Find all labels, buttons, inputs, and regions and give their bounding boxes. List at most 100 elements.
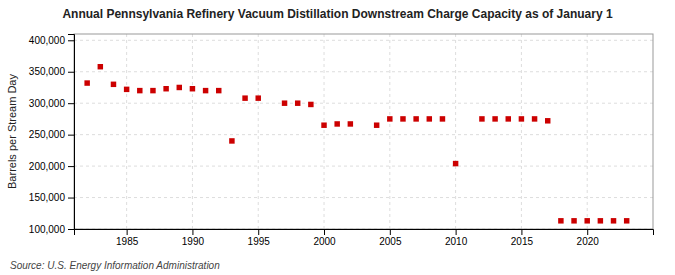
- y-axis-line: [68, 35, 75, 230]
- title: Annual Pennsylvania Refinery Vacuum Dist…: [62, 7, 612, 21]
- point: [374, 122, 379, 127]
- point: [216, 88, 221, 93]
- y-tick-label: 400,000: [29, 35, 66, 46]
- x-tick-label: 1985: [116, 236, 139, 247]
- point: [229, 138, 234, 143]
- plot-frame: [74, 34, 653, 229]
- chart: 19851990199520002005201020152020100,0001…: [0, 0, 675, 275]
- x-tick-label: 2005: [379, 236, 402, 247]
- point: [84, 80, 89, 85]
- y-grid-line: [74, 134, 653, 135]
- points: [84, 64, 629, 224]
- x-tick-label: 2010: [445, 236, 468, 247]
- x-tick-label: 2020: [577, 236, 600, 247]
- point: [308, 102, 313, 107]
- source: Source: U.S. Energy Information Administ…: [10, 260, 220, 271]
- point: [413, 116, 418, 121]
- point: [492, 116, 497, 121]
- y-grid-line: [74, 166, 653, 167]
- point: [427, 116, 432, 121]
- x-grid-line: [258, 34, 259, 229]
- x-tick-mark: [456, 229, 457, 235]
- point: [519, 116, 524, 121]
- point: [203, 88, 208, 93]
- point: [334, 121, 339, 126]
- y-tick: 200,000: [29, 161, 74, 172]
- point: [163, 86, 168, 91]
- point: [506, 116, 511, 121]
- x-grid-line: [521, 34, 522, 229]
- point: [321, 122, 326, 127]
- x-tick: 2020: [577, 229, 600, 247]
- y-tick-label: 200,000: [29, 161, 66, 172]
- point: [177, 85, 182, 90]
- x-grid-line: [192, 34, 193, 229]
- point: [348, 121, 353, 126]
- x-tick-label: 2000: [313, 236, 336, 247]
- point: [479, 116, 484, 121]
- x-tick: 2010: [445, 229, 468, 247]
- point: [255, 95, 260, 100]
- y-tick: 400,000: [29, 35, 74, 46]
- y-tick-mark: [68, 166, 74, 167]
- y-tick-mark: [68, 135, 74, 136]
- point: [400, 116, 405, 121]
- y-tick-mark: [68, 229, 74, 230]
- point: [150, 88, 155, 93]
- y-grid-line: [74, 71, 653, 72]
- y-tick-mark: [68, 72, 74, 73]
- point: [295, 100, 300, 105]
- point: [611, 218, 616, 223]
- x-axis: 1985 1990 1995 2000 2005 2010 2015 2020: [75, 229, 654, 247]
- point: [190, 86, 195, 91]
- x-tick-label: 1995: [248, 236, 271, 247]
- point: [98, 64, 103, 69]
- x-tick-mark: [390, 229, 391, 235]
- y-tick: 350,000: [29, 66, 74, 77]
- x-tick: 2015: [511, 229, 534, 247]
- x-grid-line: [126, 34, 127, 229]
- x-tick-mark: [258, 229, 259, 235]
- x-tick-mark: [521, 229, 522, 235]
- y-grid-line: [74, 197, 653, 198]
- y-grid-line: [74, 40, 653, 41]
- point: [584, 218, 589, 223]
- y-grid-line: [74, 103, 653, 104]
- x-axis-line: [75, 230, 654, 236]
- y-tick-label: 350,000: [29, 66, 66, 77]
- x-tick-label: 1990: [182, 236, 205, 247]
- y-tick-label: 100,000: [29, 224, 66, 235]
- y-tick: 150,000: [29, 192, 74, 203]
- y-tick-label: 150,000: [29, 192, 66, 203]
- y-tick-mark: [68, 198, 74, 199]
- y-tick-label: 250,000: [29, 129, 66, 140]
- x-tick: 2000: [313, 229, 336, 247]
- x-tick-label: 2015: [511, 236, 534, 247]
- y-axis-title: Barrels per Stream Day: [6, 74, 18, 189]
- point: [124, 87, 129, 92]
- point: [571, 218, 576, 223]
- point: [137, 88, 142, 93]
- x-tick: 1985: [116, 229, 139, 247]
- point: [242, 95, 247, 100]
- point: [598, 218, 603, 223]
- x-tick-mark: [192, 229, 193, 235]
- y-tick: 100,000: [29, 224, 74, 235]
- x-grid-line: [587, 34, 588, 229]
- point: [545, 118, 550, 123]
- x-tick: 1990: [182, 229, 205, 247]
- y-axis: 100,000 150,000 200,000 250,000 300,000 350,0…: [29, 35, 75, 235]
- point: [532, 116, 537, 121]
- point: [282, 100, 287, 105]
- x-grid-line: [455, 34, 456, 229]
- point: [387, 116, 392, 121]
- point: [624, 218, 629, 223]
- x-grid-line: [324, 34, 325, 229]
- point: [453, 161, 458, 166]
- x-tick: 2005: [379, 229, 402, 247]
- point: [558, 218, 563, 223]
- x-tick-mark: [127, 229, 128, 235]
- y-tick-label: 300,000: [29, 98, 66, 109]
- x-grid-line: [389, 34, 390, 229]
- grid: [74, 34, 653, 229]
